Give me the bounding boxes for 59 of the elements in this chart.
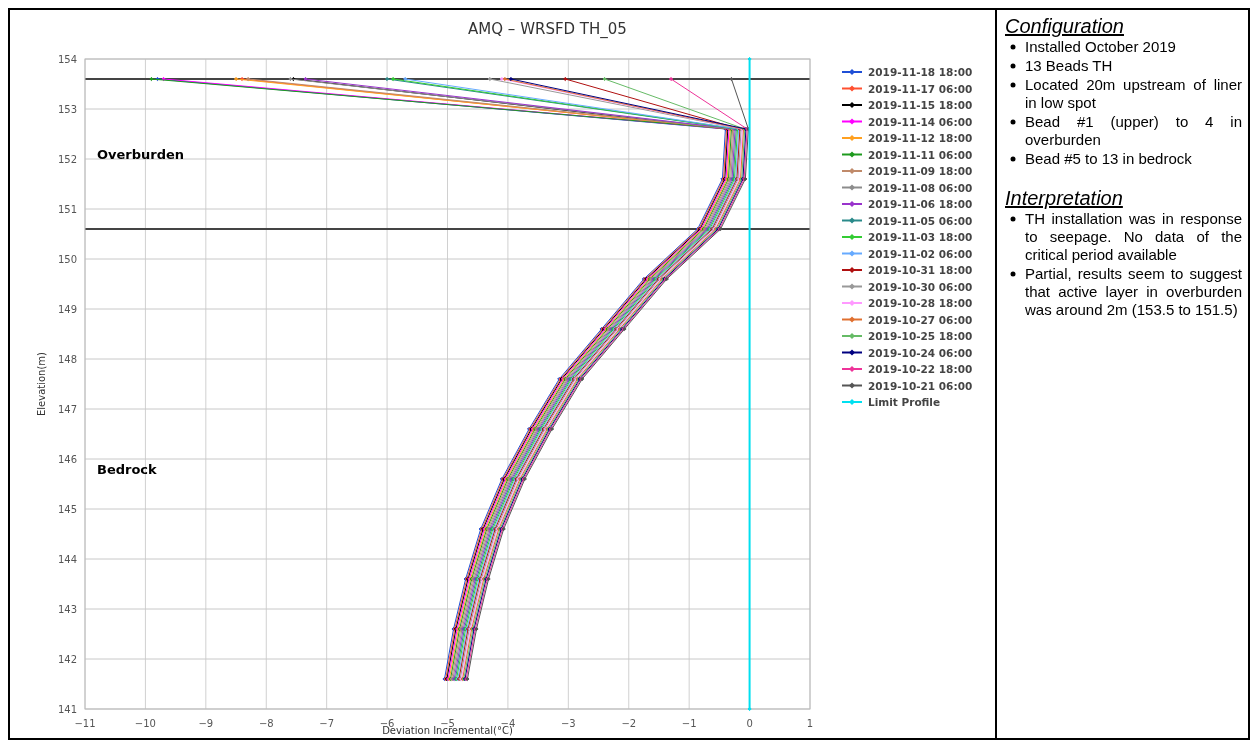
y-tick-label: 149 bbox=[57, 304, 77, 315]
y-tick-label: 147 bbox=[57, 404, 77, 415]
text: Located 20m upstream of liner in low spot bbox=[1025, 76, 1242, 112]
text: Bead #1 (upper) to 4 in overburden bbox=[1025, 113, 1242, 149]
y-tick-label: 142 bbox=[57, 654, 77, 665]
text: TH installation was in response to seepage. No data of the critical period available bbox=[1025, 210, 1242, 264]
y-tick-label: 152 bbox=[57, 154, 77, 165]
y-tick-label: 146 bbox=[57, 454, 77, 465]
legend-label: 2019-10-24 06:00 bbox=[868, 346, 973, 359]
legend-label: 2019-11-03 18:00 bbox=[868, 231, 973, 243]
x-tick-label: −2 bbox=[621, 718, 637, 729]
y-tick-label: 153 bbox=[57, 104, 77, 115]
legend-label: 2019-10-22 18:00 bbox=[868, 363, 973, 375]
legend-label: 2019-10-27 06:00 bbox=[868, 313, 973, 326]
text: Interpretation bbox=[1005, 186, 1124, 210]
x-tick-label: 0 bbox=[746, 718, 753, 729]
x-tick-label: −5 bbox=[440, 718, 455, 729]
legend-label: 2019-10-25 18:00 bbox=[868, 330, 973, 342]
chart-title: AMQ – WRSFD TH_05 bbox=[468, 20, 627, 39]
text: Partial, results seem to suggest that active layer in overburden was around 2m (153.5 to 151.5) bbox=[1025, 265, 1242, 319]
legend-label: 2019-10-30 06:00 bbox=[868, 280, 973, 293]
text: 13 Beads TH bbox=[1025, 57, 1113, 75]
annotation: Bedrock bbox=[97, 462, 158, 477]
legend-label: 2019-10-31 18:00 bbox=[868, 264, 973, 276]
y-tick-label: 148 bbox=[57, 354, 77, 365]
x-tick-label: −3 bbox=[560, 718, 576, 729]
text: Bead #5 to 13 in bedrock bbox=[1025, 150, 1192, 168]
legend-label: 2019-10-21 06:00 bbox=[868, 379, 973, 392]
y-tick-label: 141 bbox=[57, 704, 77, 715]
legend-label: 2019-11-12 18:00 bbox=[868, 132, 973, 144]
legend-label: 2019-11-17 06:00 bbox=[868, 82, 973, 95]
x-tick-label: −10 bbox=[134, 718, 156, 729]
x-tick-label: −1 bbox=[681, 718, 697, 729]
legend-label: Limit Profile bbox=[868, 396, 941, 408]
legend-label: 2019-11-02 06:00 bbox=[868, 247, 973, 260]
y-tick-label: 150 bbox=[57, 254, 77, 265]
legend-label: 2019-11-06 18:00 bbox=[868, 198, 973, 210]
x-tick-label: −9 bbox=[198, 718, 214, 729]
legend-label: 2019-11-09 18:00 bbox=[868, 165, 973, 177]
x-tick-label: 1 bbox=[806, 718, 814, 729]
y-tick-label: 154 bbox=[57, 54, 77, 65]
y-tick-label: 144 bbox=[57, 554, 77, 565]
text: Configuration bbox=[1005, 14, 1125, 38]
legend-label: 2019-11-05 06:00 bbox=[868, 214, 973, 227]
legend-label: 2019-10-28 18:00 bbox=[868, 297, 973, 309]
x-tick-label: −8 bbox=[258, 718, 274, 729]
legend-label: 2019-11-15 18:00 bbox=[868, 99, 973, 111]
x-tick-label: −7 bbox=[319, 718, 335, 729]
y-tick-label: 143 bbox=[57, 604, 77, 615]
x-tick-label: −11 bbox=[74, 718, 96, 729]
y-tick-label: 145 bbox=[57, 504, 77, 515]
legend-label: 2019-11-11 06:00 bbox=[868, 148, 973, 161]
y-axis-title: Elevation(m) bbox=[36, 351, 47, 416]
text: Installed October 2019 bbox=[1025, 38, 1176, 56]
y-tick-label: 151 bbox=[57, 204, 77, 215]
legend-label: 2019-11-08 06:00 bbox=[868, 181, 973, 194]
legend-label: 2019-11-14 06:00 bbox=[868, 115, 973, 128]
annotation: Overburden bbox=[97, 147, 185, 162]
legend-label: 2019-11-18 18:00 bbox=[868, 66, 973, 78]
